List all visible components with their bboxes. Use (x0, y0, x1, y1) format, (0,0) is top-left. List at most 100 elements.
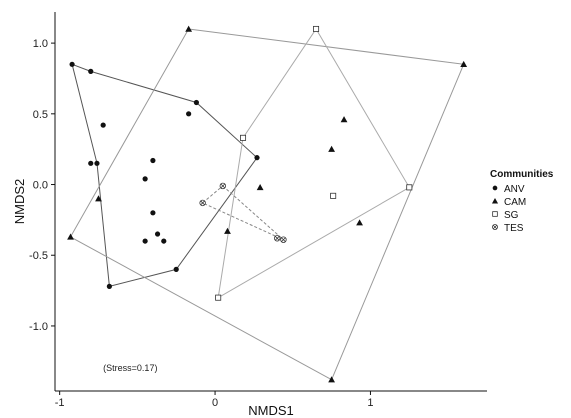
point-anv-shape (94, 160, 100, 166)
point-cam (356, 219, 363, 226)
point-anv (161, 238, 167, 244)
point-tes-cross-b (281, 237, 286, 242)
point-anv-shape (161, 238, 167, 244)
point-sg-shape (215, 294, 222, 301)
point-sg-shape (313, 25, 320, 32)
legend-key-tes-cross-b (492, 224, 498, 230)
legend-label-sg: SG (504, 210, 519, 221)
point-anv (142, 238, 148, 244)
legend-label-anv: ANV (504, 184, 525, 195)
point-anv (142, 176, 148, 182)
legend-label-tes: TES (504, 223, 524, 234)
point-sg (406, 184, 413, 191)
point-anv (150, 157, 156, 164)
legend: Communities ANV CAM SG TES (490, 169, 554, 234)
point-anv-shape (142, 176, 148, 182)
point-tes (199, 199, 206, 207)
legend-label-cam: CAM (504, 197, 526, 208)
y-tick-label: 1.0 (33, 38, 48, 50)
hull-cam (69, 28, 465, 381)
point-sg (215, 294, 222, 301)
point-cam-shape (256, 183, 264, 191)
point-cam (67, 233, 74, 240)
legend-key-sg-shape (492, 211, 498, 217)
point-anv (186, 111, 192, 117)
point-cam-shape (328, 376, 336, 383)
point-tes (280, 236, 287, 243)
y-tick-label: -1.0 (29, 321, 48, 333)
point-anv-shape (142, 238, 148, 244)
point-cam (185, 25, 193, 32)
point-cam-shape (356, 219, 363, 226)
y-tick-label: -0.5 (29, 250, 48, 262)
point-anv-shape (254, 155, 260, 161)
point-sg-shape (406, 184, 413, 191)
point-anv-shape (88, 68, 94, 74)
point-sg (330, 192, 337, 199)
legend-key-sg (492, 211, 498, 217)
legend-key-cam (491, 197, 499, 204)
point-cam-shape (224, 227, 231, 234)
x-tick-label: 0 (212, 397, 218, 409)
point-cam-shape (460, 60, 468, 68)
x-axis-title: NMDS1 (248, 403, 294, 418)
point-anv (100, 122, 106, 128)
hull-tes (201, 185, 284, 241)
hull-layer (69, 28, 465, 381)
point-anv (173, 266, 179, 272)
legend-key-anv (492, 185, 498, 191)
y-tick-label: 0.5 (33, 109, 48, 121)
point-anv-shape (154, 231, 161, 237)
point-tes (274, 235, 281, 242)
point-anv (254, 155, 260, 161)
x-tick-label: -1 (55, 397, 65, 409)
point-anv-shape (69, 61, 75, 67)
point-anv-shape (150, 157, 156, 164)
point-anv (69, 61, 75, 67)
point-anv-shape (150, 210, 156, 216)
point-anv-shape (173, 266, 179, 272)
point-cam (340, 116, 348, 123)
point-sg-shape (240, 134, 247, 141)
x-tick-label: 1 (367, 397, 373, 409)
point-tes-cross-b (220, 183, 226, 189)
point-sg-shape (330, 192, 337, 199)
point-cam (256, 183, 264, 191)
point-cam (95, 195, 102, 202)
point-cam-shape (67, 233, 74, 240)
point-anv (154, 231, 161, 237)
point-tes-cross-b (200, 200, 205, 206)
point-tes (219, 182, 227, 190)
axes-layer (54, 12, 487, 392)
point-anv-shape (100, 122, 106, 128)
point-cam (460, 60, 468, 68)
hull-anv (71, 63, 258, 288)
point-cam-shape (340, 116, 348, 123)
point-sg (313, 25, 320, 32)
point-anv (193, 99, 200, 106)
point-tes-cross-b (274, 236, 280, 241)
point-layer (67, 25, 468, 383)
point-anv (88, 68, 94, 74)
point-anv (88, 160, 94, 166)
point-sg (240, 134, 247, 141)
legend-key-tes (492, 224, 498, 230)
stress-annotation: (Stress=0.17) (103, 363, 157, 373)
point-cam (224, 227, 231, 234)
point-cam (328, 145, 336, 152)
legend-title: Communities (490, 169, 554, 180)
hull-sg (217, 28, 410, 299)
y-tick-label: 0.0 (33, 180, 48, 192)
legend-key-anv-shape (492, 185, 498, 191)
y-axis-title: NMDS2 (12, 179, 27, 225)
point-cam-shape (185, 25, 193, 32)
point-anv-shape (106, 283, 112, 289)
point-cam-shape (95, 195, 102, 202)
point-anv (94, 160, 100, 166)
point-cam (328, 376, 336, 383)
point-cam-shape (328, 145, 336, 152)
point-anv (106, 283, 112, 289)
point-anv-shape (193, 99, 200, 106)
point-anv-shape (88, 160, 94, 166)
